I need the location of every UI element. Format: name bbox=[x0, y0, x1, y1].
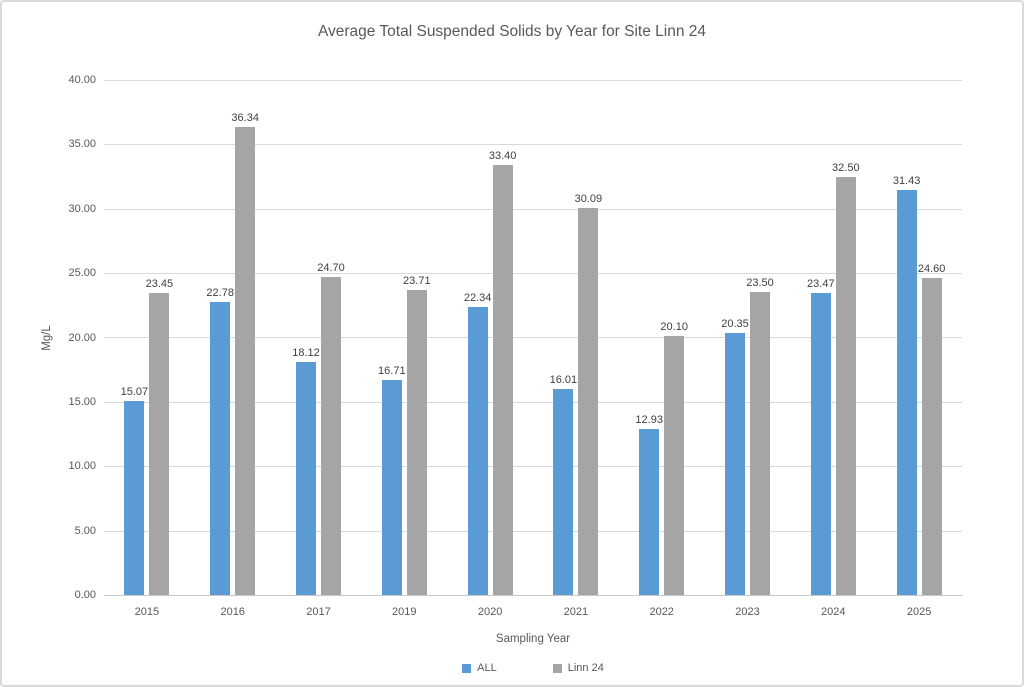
gridline-30 bbox=[104, 209, 962, 210]
bar-all-2017 bbox=[296, 361, 316, 595]
x-tick-label-2022: 2022 bbox=[649, 606, 674, 618]
y-tick-label-40: 40.00 bbox=[68, 74, 96, 86]
y-tick-label-0: 0.00 bbox=[74, 589, 96, 601]
bar-linn-24-2019 bbox=[406, 289, 427, 595]
legend: ALL Linn 24 bbox=[104, 662, 962, 674]
bar-all-2019 bbox=[381, 379, 402, 595]
gridline-35 bbox=[104, 144, 962, 145]
x-tick-label-2021: 2021 bbox=[563, 606, 589, 618]
x-tick-label-2024: 2024 bbox=[821, 606, 846, 618]
bar-all-2022 bbox=[639, 428, 660, 595]
bar-all-2015 bbox=[124, 400, 145, 595]
x-tick-label-2023: 2023 bbox=[735, 606, 760, 618]
legend-item-linn-24: Linn 24 bbox=[552, 662, 604, 674]
bar-all-2016 bbox=[210, 301, 231, 595]
bar-value-label-all-2022: 12.93 bbox=[635, 413, 663, 426]
gridline-10 bbox=[104, 466, 962, 467]
x-tick-label-2025: 2025 bbox=[906, 606, 932, 618]
gridline-5 bbox=[104, 531, 962, 532]
bar-all-2023 bbox=[725, 333, 745, 595]
bar-value-label-linn-24-2021: 30.09 bbox=[574, 192, 603, 205]
bar-value-label-all-2023: 20.35 bbox=[721, 318, 749, 330]
legend-label-all: ALL bbox=[477, 662, 497, 674]
bar-linn-24-2021 bbox=[578, 207, 599, 595]
bar-linn-24-2025 bbox=[921, 278, 942, 595]
bar-linn-24-2023 bbox=[750, 292, 770, 595]
gridline-15 bbox=[104, 402, 962, 403]
x-tick-label-2020: 2020 bbox=[477, 606, 503, 618]
gridline-20 bbox=[104, 337, 962, 338]
y-tick-label-25: 25.00 bbox=[68, 267, 96, 280]
bar-value-label-all-2020: 22.34 bbox=[463, 292, 492, 305]
plot-area: 15.07 23.45 22.78 36.34 18.12 24.70 16.71 23.71… bbox=[104, 80, 962, 596]
bar-linn-24-2020 bbox=[492, 164, 513, 595]
bar-linn-24-2015 bbox=[149, 293, 170, 595]
x-axis-title: Sampling Year bbox=[495, 633, 571, 645]
x-tick-label-2017: 2017 bbox=[306, 606, 331, 618]
y-tick-label-20: 20.00 bbox=[68, 331, 96, 344]
bar-value-label-all-2025: 31.43 bbox=[892, 175, 921, 188]
bar-linn-24-2022 bbox=[664, 336, 685, 595]
legend-swatch-all bbox=[462, 663, 472, 673]
bar-value-label-all-2015: 15.07 bbox=[120, 385, 149, 398]
bar-value-label-linn-24-2015: 23.45 bbox=[145, 278, 174, 291]
bar-all-2024 bbox=[810, 292, 831, 595]
bar-all-2020 bbox=[467, 307, 488, 595]
gridline-40 bbox=[104, 80, 962, 81]
gridline-25 bbox=[104, 273, 962, 274]
bar-value-label-linn-24-2020: 33.40 bbox=[488, 149, 517, 162]
gridline-0 bbox=[104, 595, 962, 596]
legend-label-linn-24: Linn 24 bbox=[567, 662, 604, 674]
legend-swatch-linn-24 bbox=[552, 663, 562, 673]
bar-value-label-all-2021: 16.01 bbox=[549, 373, 578, 386]
y-tick-label-30: 30.00 bbox=[68, 202, 96, 215]
bar-value-label-linn-24-2024: 32.50 bbox=[832, 161, 860, 174]
x-tick-label-2015: 2015 bbox=[134, 606, 160, 618]
bar-value-label-all-2016: 22.78 bbox=[206, 286, 234, 299]
chart-title: Average Total Suspended Solids by Year f… bbox=[317, 23, 707, 40]
y-tick-label-15: 15.00 bbox=[68, 395, 96, 408]
bar-value-label-linn-24-2023: 23.50 bbox=[746, 277, 774, 290]
bar-value-label-linn-24-2025: 24.60 bbox=[917, 263, 946, 276]
bar-value-label-all-2019: 16.71 bbox=[378, 364, 406, 377]
bar-all-2021 bbox=[553, 388, 574, 595]
bar-value-label-all-2024: 23.47 bbox=[807, 277, 835, 290]
bar-value-label-linn-24-2016: 36.34 bbox=[231, 112, 259, 125]
x-tick-label-2016: 2016 bbox=[220, 606, 245, 618]
y-tick-label-35: 35.00 bbox=[68, 138, 96, 151]
bar-value-label-linn-24-2017: 24.70 bbox=[317, 262, 345, 274]
bar-value-label-all-2017: 18.12 bbox=[292, 346, 320, 359]
bar-value-label-linn-24-2022: 20.10 bbox=[660, 321, 688, 334]
legend-item-all: ALL bbox=[462, 662, 497, 674]
x-tick-label-2019: 2019 bbox=[392, 606, 417, 618]
y-tick-label-10: 10.00 bbox=[68, 460, 96, 473]
bar-linn-24-2024 bbox=[835, 176, 856, 595]
bar-linn-24-2017 bbox=[321, 277, 341, 595]
bar-value-label-linn-24-2019: 23.71 bbox=[403, 274, 431, 287]
bar-linn-24-2016 bbox=[235, 127, 256, 595]
bar-all-2025 bbox=[896, 190, 917, 595]
y-tick-label-5: 5.00 bbox=[74, 524, 96, 537]
